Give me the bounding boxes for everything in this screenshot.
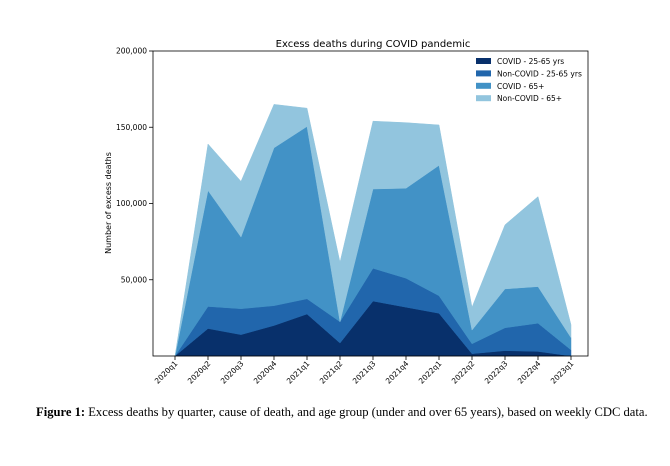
- x-tick-label: 2020q4: [252, 359, 279, 386]
- chart-title: Excess deaths during COVID pandemic: [276, 39, 471, 50]
- stacked-area-chart: Excess deaths during COVID pandemic 50,0…: [104, 39, 589, 386]
- figure-caption: Figure 1: Excess deaths by quarter, caus…: [36, 401, 658, 424]
- legend-label: Non-COVID - 25-65 yrs: [497, 69, 582, 78]
- legend-swatch: [476, 82, 491, 89]
- y-tick-label: 150,000: [116, 123, 147, 132]
- legend-swatch: [476, 95, 491, 102]
- x-tick-label: 2021q4: [384, 359, 411, 386]
- x-tick-label: 2022q2: [450, 359, 477, 386]
- y-tick-label: 100,000: [116, 199, 147, 208]
- x-tick-label: 2021q1: [285, 359, 312, 386]
- x-tick-label: 2022q3: [483, 359, 510, 386]
- y-axis-label: Number of excess deaths: [104, 152, 113, 254]
- legend-label: Non-COVID - 65+: [497, 94, 562, 103]
- x-tick-label: 2023q1: [549, 359, 576, 386]
- x-tick-label: 2020q3: [219, 359, 246, 386]
- x-tick-label: 2021q2: [318, 359, 345, 386]
- legend-swatch: [476, 70, 491, 77]
- legend: COVID - 25-65 yrs Non-COVID - 25-65 yrs CO…: [476, 57, 582, 103]
- x-tick-label: 2022q4: [516, 359, 543, 386]
- area-series-3: [174, 104, 572, 357]
- caption-text: Excess deaths by quarter, cause of death…: [85, 405, 648, 419]
- legend-label: COVID - 25-65 yrs: [497, 57, 564, 66]
- y-tick-label: 50,000: [121, 275, 147, 284]
- legend-swatch: [476, 58, 491, 64]
- legend-label: COVID - 65+: [497, 82, 544, 91]
- y-axis: 50,000 100,000 150,000 200,000: [116, 47, 153, 284]
- x-tick-label: 2020q2: [186, 359, 213, 386]
- x-tick-label: 2021q3: [351, 359, 378, 386]
- x-axis: 2020q1 2020q2 2020q3 2020q4 2021q1 2021q2 2021…: [153, 356, 576, 386]
- x-tick-label: 2022q1: [417, 359, 444, 386]
- caption-label: Figure 1:: [36, 405, 86, 419]
- y-tick-label: 200,000: [116, 47, 147, 56]
- area-layers: [174, 104, 572, 357]
- x-tick-label: 2020q1: [153, 359, 180, 386]
